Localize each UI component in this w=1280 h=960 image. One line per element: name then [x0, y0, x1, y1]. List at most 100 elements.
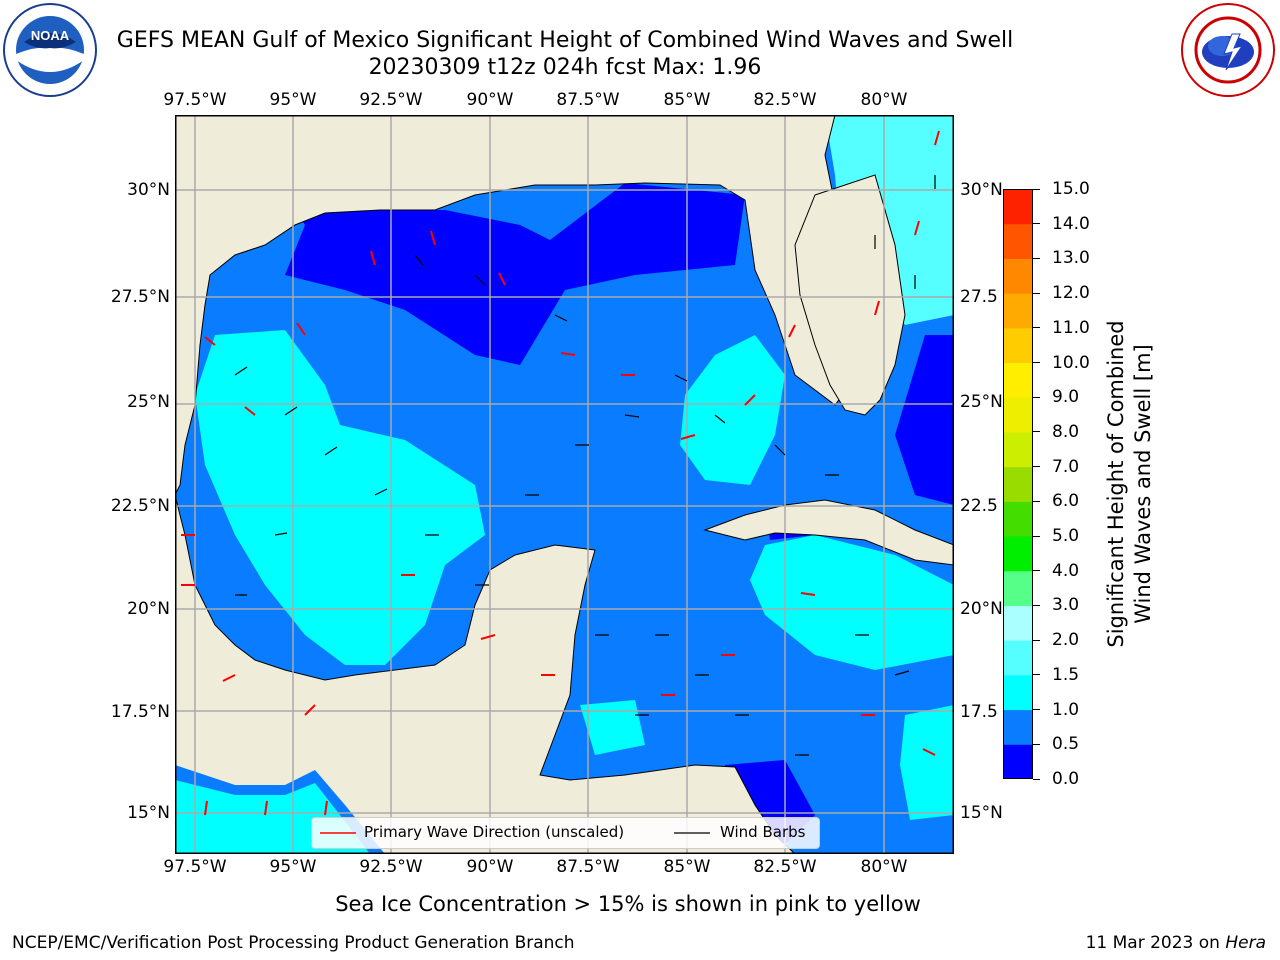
- lat-tick-right: 15°N: [960, 803, 1003, 823]
- colorbar-segment: [1003, 258, 1033, 294]
- colorbar-tick-mark: [1033, 674, 1040, 676]
- map-panel: Primary Wave Direction (unscaled) Wind B…: [175, 115, 954, 854]
- lat-tick-right: 17.5: [960, 702, 998, 722]
- colorbar-tick-mark: [1033, 778, 1040, 780]
- colorbar-tick-label: 3.0: [1052, 595, 1080, 616]
- lon-tick-bottom: 95°W: [269, 857, 317, 877]
- noaa-logo-text: NOAA: [31, 28, 70, 43]
- lon-tick-top: 97.5°W: [163, 90, 227, 110]
- colorbar-segment: [1003, 362, 1033, 398]
- noaa-logo: NOAA: [2, 2, 98, 98]
- footer-credit: NCEP/EMC/Verification Post Processing Pr…: [12, 933, 575, 953]
- wave-direction-legend-line: [320, 832, 356, 834]
- wave-zone-mid: [580, 700, 645, 755]
- colorbar-segment: [1003, 570, 1033, 606]
- map-frame: [175, 115, 954, 854]
- lon-tick-bottom: 80°W: [860, 857, 908, 877]
- colorbar-tick-mark: [1033, 327, 1040, 329]
- wind-barb-legend-line: [674, 832, 710, 834]
- lon-tick-top: 92.5°W: [359, 90, 423, 110]
- colorbar-tick-mark: [1033, 292, 1040, 294]
- colorbar-tick-mark: [1033, 431, 1040, 433]
- colorbar-tick-label: 0.0: [1052, 769, 1080, 789]
- wave-zone-mid: [680, 335, 785, 485]
- land-cuba: [703, 499, 954, 566]
- colorbar-segment: [1003, 744, 1033, 779]
- lon-tick-bottom: 97.5°W: [163, 857, 227, 877]
- nws-logo: [1180, 2, 1276, 98]
- land-florida: [794, 174, 906, 416]
- colorbar-tick-label: 2.0: [1052, 630, 1080, 651]
- lat-tick-right: 27.5: [960, 287, 998, 307]
- wave-zone-mid: [900, 705, 954, 820]
- lon-tick-bottom: 90°W: [466, 857, 514, 877]
- colorbar-tick-label: 6.0: [1052, 491, 1080, 512]
- colorbar-segment: [1003, 293, 1033, 329]
- sea-ice-note: Sea Ice Concentration > 15% is shown in …: [335, 892, 921, 916]
- colorbar-segment: [1003, 189, 1033, 225]
- lat-tick-right: 20°N: [960, 599, 1003, 619]
- colorbar-tick-mark: [1033, 466, 1040, 468]
- chart-title: GEFS MEAN Gulf of Mexico Significant Hei…: [116, 28, 1014, 53]
- chart-subtitle: 20230309 t12z 024h fcst Max: 1.96: [368, 55, 762, 80]
- colorbar-tick-label: 11.0: [1052, 317, 1090, 338]
- wave-direction-arrows: [181, 130, 940, 816]
- lon-tick-top: 90°W: [466, 90, 514, 110]
- footer-date: 11 Mar 2023 on Hera: [1086, 933, 1266, 953]
- colorbar-label-line-1: Significant Height of Combined: [1104, 320, 1128, 648]
- colorbar-tick-label: 7.0: [1052, 456, 1080, 477]
- wave-zone-lowest: [285, 183, 745, 365]
- colorbar-tick-label: 15.0: [1052, 179, 1090, 199]
- colorbar-segment: [1003, 709, 1033, 745]
- lon-tick-top: 82.5°W: [753, 90, 817, 110]
- map-gridlines: [175, 115, 954, 854]
- wave-zone-lowest: [895, 335, 954, 505]
- lat-tick-left: 22.5°N: [110, 496, 170, 516]
- colorbar: [1003, 189, 1033, 779]
- colorbar-tick-mark: [1033, 639, 1040, 641]
- lon-tick-bottom: 85°W: [663, 857, 711, 877]
- lat-tick-left: 25°N: [127, 392, 170, 412]
- lat-tick-left: 30°N: [127, 180, 170, 200]
- colorbar-frame: [1003, 189, 1033, 779]
- lat-tick-left: 15°N: [127, 803, 170, 823]
- colorbar-segment: [1003, 640, 1033, 676]
- colorbar-segment: [1003, 397, 1033, 433]
- colorbar-tick-label: 8.0: [1052, 421, 1080, 442]
- colorbar-tick-mark: [1033, 362, 1040, 364]
- colorbar-tick-mark: [1033, 709, 1040, 711]
- lat-tick-right: 25°N: [960, 392, 1003, 412]
- footer-date-text: 11 Mar 2023 on: [1085, 933, 1226, 953]
- lon-tick-bottom: 87.5°W: [556, 857, 620, 877]
- lat-tick-right: 30°N: [960, 180, 1003, 200]
- lat-tick-left: 27.5°N: [110, 287, 170, 307]
- legend-label-wind-barbs: Wind Barbs: [720, 823, 806, 841]
- lon-tick-top: 95°W: [269, 90, 317, 110]
- lon-tick-top: 87.5°W: [556, 90, 620, 110]
- map-legend: Primary Wave Direction (unscaled) Wind B…: [311, 817, 820, 849]
- colorbar-tick-label: 14.0: [1052, 213, 1090, 234]
- colorbar-tick-mark: [1033, 743, 1040, 745]
- footer-host: Hera: [1225, 933, 1266, 953]
- colorbar-segment: [1003, 674, 1033, 711]
- colorbar-tick-mark: [1033, 500, 1040, 502]
- lon-tick-bottom: 82.5°W: [753, 857, 817, 877]
- colorbar-label-line-2: Wind Waves and Swell [m]: [1131, 344, 1155, 624]
- colorbar-tick-label: 1.0: [1052, 699, 1080, 720]
- colorbar-tick-label: 13.0: [1052, 248, 1090, 269]
- lat-tick-left: 17.5°N: [110, 702, 170, 722]
- wave-zone-mid: [750, 535, 954, 670]
- colorbar-segment: [1003, 327, 1033, 364]
- wind-barbs: [234, 175, 936, 756]
- colorbar-label: Significant Height of Combined Wind Wave…: [1103, 184, 1157, 784]
- colorbar-tick-label: 12.0: [1052, 283, 1090, 304]
- legend-label-wave-direction: Primary Wave Direction (unscaled): [364, 823, 625, 841]
- colorbar-tick-mark: [1033, 257, 1040, 259]
- lat-tick-right: 22.5: [960, 496, 998, 516]
- colorbar-tick-mark: [1033, 188, 1040, 190]
- colorbar-tick-label: 9.0: [1052, 387, 1080, 408]
- colorbar-tick-label: 10.0: [1052, 352, 1090, 373]
- lon-tick-top: 85°W: [663, 90, 711, 110]
- lon-tick-bottom: 92.5°W: [359, 857, 423, 877]
- colorbar-tick-mark: [1033, 396, 1040, 398]
